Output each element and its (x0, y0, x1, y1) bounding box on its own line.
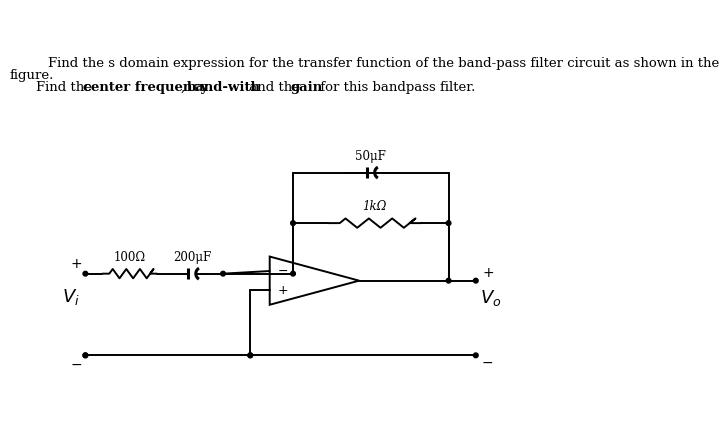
Circle shape (473, 353, 478, 358)
Circle shape (83, 353, 88, 358)
Text: −: − (482, 356, 494, 370)
Text: for this bandpass filter.: for this bandpass filter. (316, 81, 475, 94)
Text: 1kΩ: 1kΩ (363, 200, 387, 213)
Text: −: − (277, 265, 288, 278)
Text: band-with: band-with (187, 81, 261, 94)
Text: Find the s domain expression for the transfer function of the band-pass filter c: Find the s domain expression for the tra… (48, 58, 720, 71)
Circle shape (291, 271, 295, 276)
Text: −: − (70, 358, 82, 372)
Circle shape (446, 278, 451, 283)
Text: 50μF: 50μF (355, 150, 386, 163)
Circle shape (248, 353, 253, 358)
Text: ,: , (180, 81, 189, 94)
Text: and the: and the (245, 81, 304, 94)
Text: figure.: figure. (9, 69, 54, 82)
Text: $\mathit{V_o}$: $\mathit{V_o}$ (481, 288, 502, 308)
Text: 100Ω: 100Ω (114, 251, 146, 264)
Text: center frequency: center frequency (83, 81, 209, 94)
Text: 200μF: 200μF (173, 251, 211, 264)
Text: $\mathit{V_i}$: $\mathit{V_i}$ (62, 287, 80, 307)
Text: +: + (70, 257, 82, 271)
Circle shape (248, 353, 253, 358)
Circle shape (473, 278, 478, 283)
Circle shape (221, 271, 225, 276)
Text: gain: gain (291, 81, 323, 94)
Text: +: + (277, 284, 288, 297)
Text: Find the: Find the (36, 81, 96, 94)
Circle shape (446, 221, 451, 226)
Circle shape (291, 221, 295, 226)
Text: +: + (482, 266, 494, 280)
Circle shape (83, 353, 88, 358)
Circle shape (83, 271, 88, 276)
